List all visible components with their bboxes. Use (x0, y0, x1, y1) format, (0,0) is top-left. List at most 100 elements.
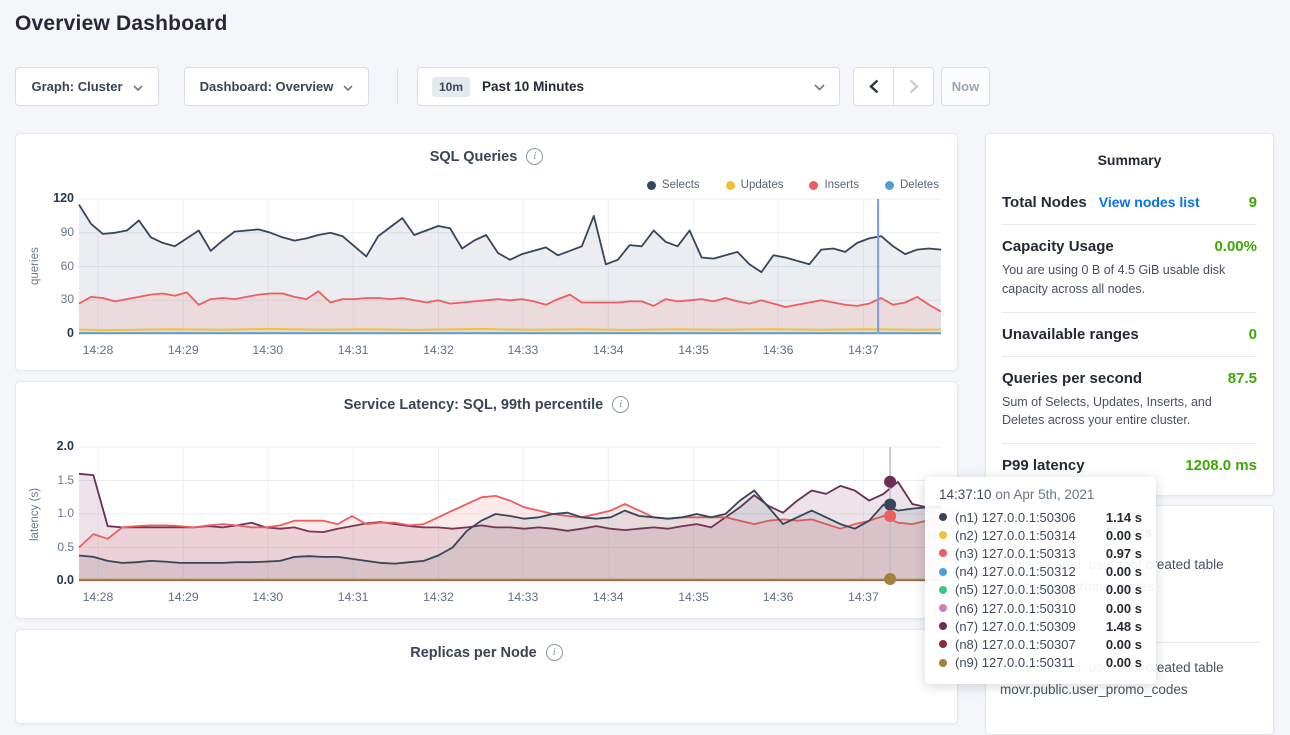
time-range-label: Past 10 Minutes (482, 79, 585, 94)
tooltip-node-value: 0.00 s (1105, 636, 1142, 652)
p99-latency-value: 1208.0 ms (1185, 457, 1257, 474)
x-tick-label: 14:31 (337, 343, 369, 357)
legend-item-inserts[interactable]: Inserts (809, 179, 859, 191)
time-next-button[interactable] (893, 68, 933, 105)
tooltip-node-value: 0.97 s (1105, 545, 1142, 561)
x-tick-label: 14:33 (507, 343, 539, 357)
info-icon[interactable]: i (545, 644, 563, 661)
sql-queries-panel: SQL Queries i Selects Updates Inserts Delet… (15, 133, 958, 371)
y-tick-label: 30 (60, 292, 74, 307)
tooltip-node-label: (n9) 127.0.0.1:50311 (955, 655, 1075, 671)
tooltip-node-label: (n2) 127.0.0.1:50314 (955, 527, 1076, 543)
time-nav-group (853, 67, 934, 106)
summary-panel: Summary Total Nodes View nodes list 9 Ca… (985, 133, 1274, 496)
time-range-badge: 10m (432, 76, 471, 97)
tooltip-row: (n5) 127.0.0.1:50308 0.00 s (939, 581, 1142, 599)
node-color-dot (939, 549, 947, 558)
node-color-dot (939, 567, 947, 576)
x-tick-label: 14:37 (848, 343, 879, 357)
tooltip-node-value: 1.48 s (1105, 618, 1142, 634)
unavailable-ranges-value: 0 (1248, 325, 1257, 343)
time-range-picker[interactable]: 10m Past 10 Minutes (417, 67, 840, 106)
x-tick-label: 14:28 (82, 343, 114, 357)
divider (1002, 311, 1257, 313)
qps-value: 87.5 (1227, 369, 1257, 387)
qps-desc: Sum of Selects, Updates, Inserts, and De… (1002, 394, 1212, 428)
x-tick-label: 14:30 (252, 590, 284, 604)
graph-dropdown[interactable]: Graph: Cluster (15, 67, 159, 106)
view-nodes-list-link[interactable]: View nodes list (1098, 194, 1200, 210)
y-tick-label: 1.0 (57, 506, 74, 520)
dashboard-dropdown[interactable]: Dashboard: Overview (184, 67, 369, 106)
summary-row-qps: Queries per second 87.5 (1002, 369, 1257, 387)
divider (1002, 224, 1257, 225)
tooltip-node-label: (n8) 127.0.0.1:50307 (955, 636, 1076, 652)
tooltip-node-value: 0.00 s (1105, 582, 1142, 598)
chart-title: Replicas per Node (410, 644, 537, 661)
x-tick-label: 14:34 (592, 343, 624, 357)
chart-legend: Selects Updates Inserts Deletes (646, 179, 939, 191)
x-tick-label: 14:31 (337, 590, 369, 604)
tooltip-timestamp: 14:37:10 on Apr 5th, 2021 (939, 487, 1095, 502)
x-tick-label: 14:29 (167, 343, 199, 357)
tooltip-row: (n1) 127.0.0.1:50306 1.14 s (939, 508, 1142, 526)
node-color-dot (939, 531, 947, 540)
chart-title: Service Latency: SQL, 99th percentile (343, 396, 604, 413)
x-tick-label: 14:29 (167, 590, 199, 604)
divider (1002, 443, 1257, 444)
x-tick-label: 14:32 (423, 343, 454, 357)
legend-item-updates[interactable]: Updates (725, 179, 783, 191)
node-color-dot (939, 585, 947, 594)
tooltip-node-value: 1.14 s (1105, 509, 1142, 525)
info-icon[interactable]: i (526, 148, 544, 165)
info-icon[interactable]: i (612, 396, 630, 413)
y-tick-label: 0.5 (57, 539, 74, 554)
page-title: Overview Dashboard (15, 12, 228, 35)
y-tick-label: 120 (53, 191, 74, 205)
legend-dot (885, 180, 894, 190)
tooltip-node-value: 0.00 s (1105, 527, 1142, 543)
overview-dashboard-page: Overview Dashboard Graph: Cluster Dashbo… (15, 12, 1274, 735)
x-tick-label: 14:34 (592, 590, 624, 604)
x-tick-label: 14:35 (678, 590, 709, 604)
x-tick-label: 14:28 (82, 590, 114, 604)
summary-row-capacity: Capacity Usage 0.00% (1002, 238, 1257, 255)
x-tick-label: 14:36 (762, 343, 794, 357)
tooltip-node-label: (n4) 127.0.0.1:50312 (955, 564, 1076, 580)
summary-row-unavailable-ranges: Unavailable ranges 0 (1002, 325, 1257, 343)
toolbar-divider (397, 69, 398, 104)
y-tick-label: 0 (67, 326, 74, 340)
graph-dropdown-label: Graph: Cluster (31, 79, 123, 94)
tooltip-row: (n6) 127.0.0.1:50310 0.00 s (939, 599, 1142, 617)
node-color-dot (939, 604, 947, 613)
divider (1002, 355, 1257, 357)
sql-queries-chart[interactable] (16, 134, 959, 372)
x-tick-label: 14:33 (507, 590, 539, 604)
tooltip-node-label: (n3) 127.0.0.1:50313 (955, 545, 1076, 561)
tooltip-row: (n3) 127.0.0.1:50313 0.97 s (939, 544, 1142, 562)
tooltip-node-value: 0.00 s (1105, 600, 1142, 616)
y-tick-label: 60 (60, 258, 74, 273)
summary-title: Summary (1097, 152, 1162, 168)
tooltip-node-value: 0.00 s (1105, 564, 1142, 580)
now-button[interactable]: Now (941, 67, 990, 106)
node-color-dot (939, 658, 947, 667)
node-color-dot (939, 513, 947, 522)
tooltip-row: (n8) 127.0.0.1:50307 0.00 s (939, 635, 1142, 653)
chart-title: SQL Queries (429, 148, 518, 165)
summary-row-p99: P99 latency 1208.0 ms (1002, 457, 1257, 474)
y-tick-label: 90 (60, 224, 74, 239)
x-tick-label: 14:35 (678, 343, 709, 357)
y-tick-label: 2.0 (56, 439, 74, 453)
legend-item-selects[interactable]: Selects (646, 179, 700, 191)
time-prev-button[interactable] (854, 68, 893, 105)
y-tick-label: 1.5 (57, 472, 74, 487)
legend-dot (646, 180, 656, 190)
service-latency-chart[interactable] (16, 382, 959, 620)
legend-item-deletes[interactable]: Deletes (885, 179, 939, 191)
x-tick-label: 14:32 (423, 590, 454, 604)
total-nodes-value: 9 (1248, 194, 1257, 211)
tooltip-node-label: (n7) 127.0.0.1:50309 (955, 618, 1076, 634)
service-latency-panel: Service Latency: SQL, 99th percentile i … (15, 381, 958, 619)
capacity-usage-value: 0.00% (1214, 238, 1257, 255)
